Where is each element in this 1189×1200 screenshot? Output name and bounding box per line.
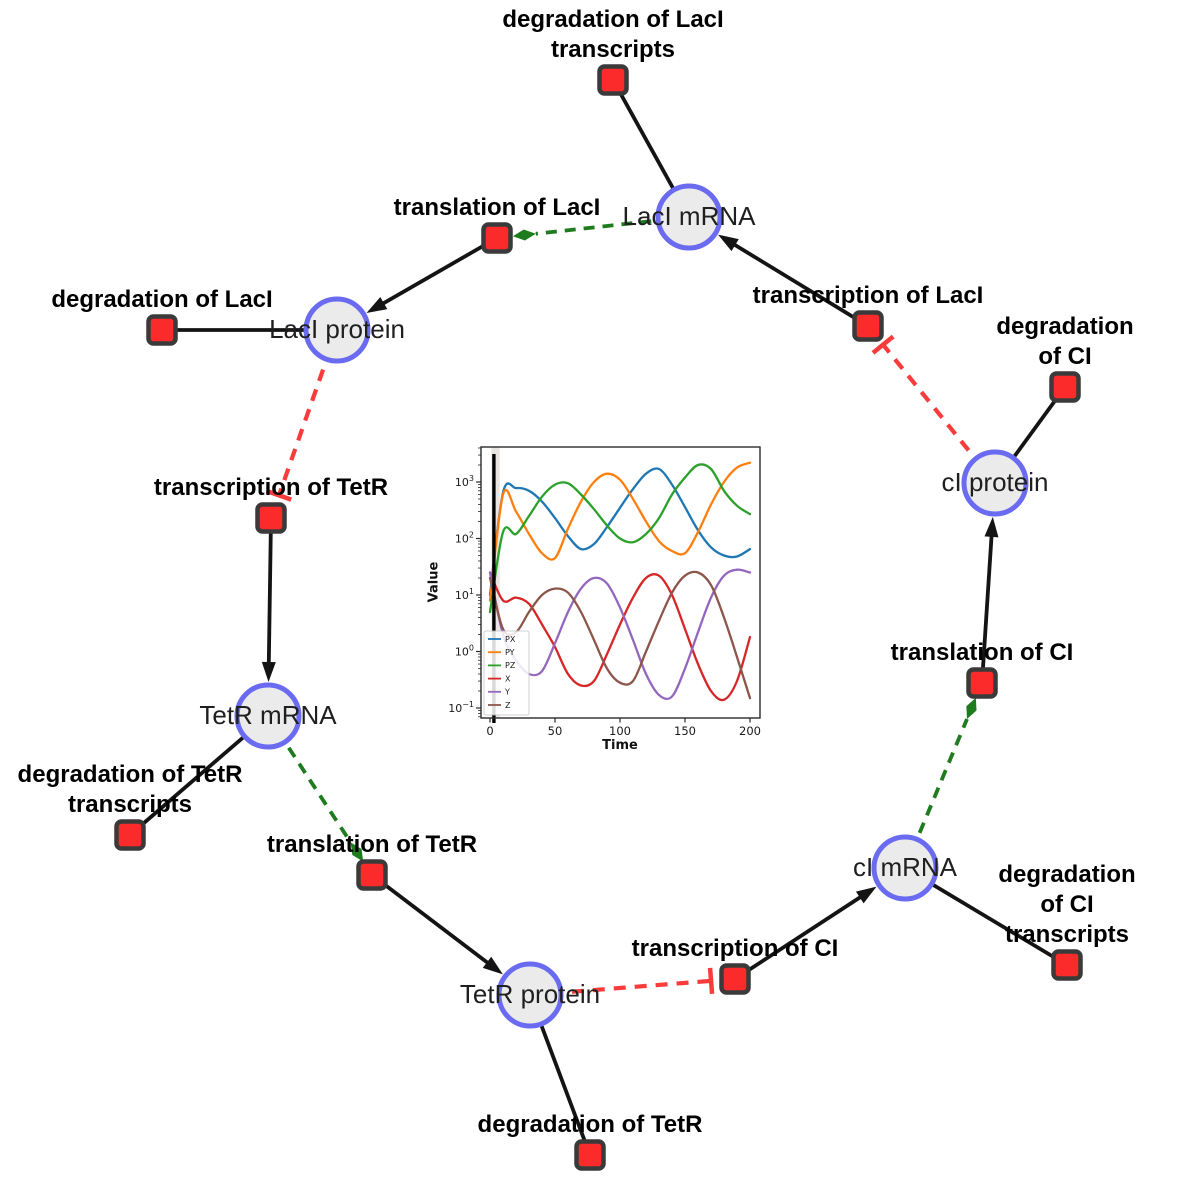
edge-translation-ci-ci-protein-arrowhead [984,516,999,538]
edge-laci-mrna-translation-laci-diamond-arrowhead [512,229,536,241]
edge-transcription-laci-laci-mrna[interactable] [731,241,869,328]
series-line-Y [488,568,752,701]
transcription-laci-node[interactable] [852,310,884,342]
x-tick-label: 150 [674,724,696,738]
ci-protein-node[interactable] [961,449,1029,517]
deg-laci-transcripts-node[interactable] [597,64,629,96]
x-tick-label: 50 [548,724,563,738]
nodes-layer [114,64,1083,1171]
translation-tetr-node[interactable] [356,859,388,891]
legend-label-PY: PY [505,648,515,657]
laci-mrna-node[interactable] [655,183,723,251]
x-tick-label: 100 [609,724,631,738]
deg-laci-node[interactable] [146,314,178,346]
deg-ci-transcripts-node[interactable] [1051,949,1083,981]
edge-transcription-tetr-tetr-mrna-arrowhead [261,661,276,683]
y-tick-label: 100 [455,644,474,659]
x-tick-label: 0 [486,724,493,738]
time-series-inset: 0 50 100 150 200 10−1 100 101 102 103 PX PY PZ X Y Z Ti… [420,432,780,764]
deg-ci-node[interactable] [1049,371,1081,403]
edge-translation-tetr-tetr-protein[interactable] [370,873,491,966]
edge-translation-laci-laci-protein-arrowhead [366,297,388,314]
edge-transcription-tetr-tetr-mrna[interactable] [266,517,273,666]
transcription-tetr-node[interactable] [255,502,287,534]
y-tick-label: 103 [455,474,474,489]
edge-transcription-laci-laci-mrna-arrowhead [718,234,739,252]
legend-label-Z: Z [505,701,511,710]
tetr-mrna-node[interactable] [234,682,302,750]
chart-y-axis-label: Value [426,561,442,603]
edge-tetr-mrna-translation-tetr-diamond-arrowhead [350,842,364,862]
edge-laci-protein-transcription-tetr-tbar [265,488,292,502]
legend-label-Y: Y [504,688,510,697]
series-line-Z [488,570,752,700]
chart-x-axis-label: Time [602,738,638,753]
laci-protein-node[interactable] [303,296,371,364]
edge-translation-laci-laci-protein[interactable] [380,236,498,307]
series-line-PZ [488,463,752,614]
time-series-plot: 0 50 100 150 200 10−1 100 101 102 103 PX PY PZ XYZ [448,446,761,738]
series-line-PX [488,467,752,597]
y-tick-label: 102 [455,531,474,546]
y-tick-label: 101 [455,587,474,602]
edge-translation-tetr-tetr-protein-arrowhead [482,956,503,975]
edge-transcription-ci-ci-mrna-arrowhead [855,886,877,904]
edge-translation-ci-ci-protein[interactable] [980,533,994,684]
edge-transcription-ci-ci-mrna[interactable] [733,894,864,981]
edge-ci-mrna-translation-ci-diamond-arrowhead [966,697,977,720]
edge-ci-protein-transcription-laci-tbar [871,334,895,355]
translation-laci-node[interactable] [481,222,513,254]
deg-tetr-node[interactable] [574,1139,606,1171]
deg-tetr-transcripts-node[interactable] [114,819,146,851]
translation-ci-node[interactable] [966,667,998,699]
x-tick-label: 200 [739,724,761,738]
legend-label-X: X [505,674,511,683]
edge-tetr-protein-transcription-ci-tbar [707,967,715,995]
ci-mrna-node[interactable] [871,834,939,902]
series-curves [488,461,752,702]
transcription-ci-node[interactable] [719,963,751,995]
y-tick-label: 10−1 [448,700,474,715]
legend-label-PX: PX [505,635,516,644]
series-line-PY [488,461,752,602]
tetr-protein-node[interactable] [496,961,564,1029]
series-line-X [488,571,752,702]
legend-label-PZ: PZ [505,661,516,670]
